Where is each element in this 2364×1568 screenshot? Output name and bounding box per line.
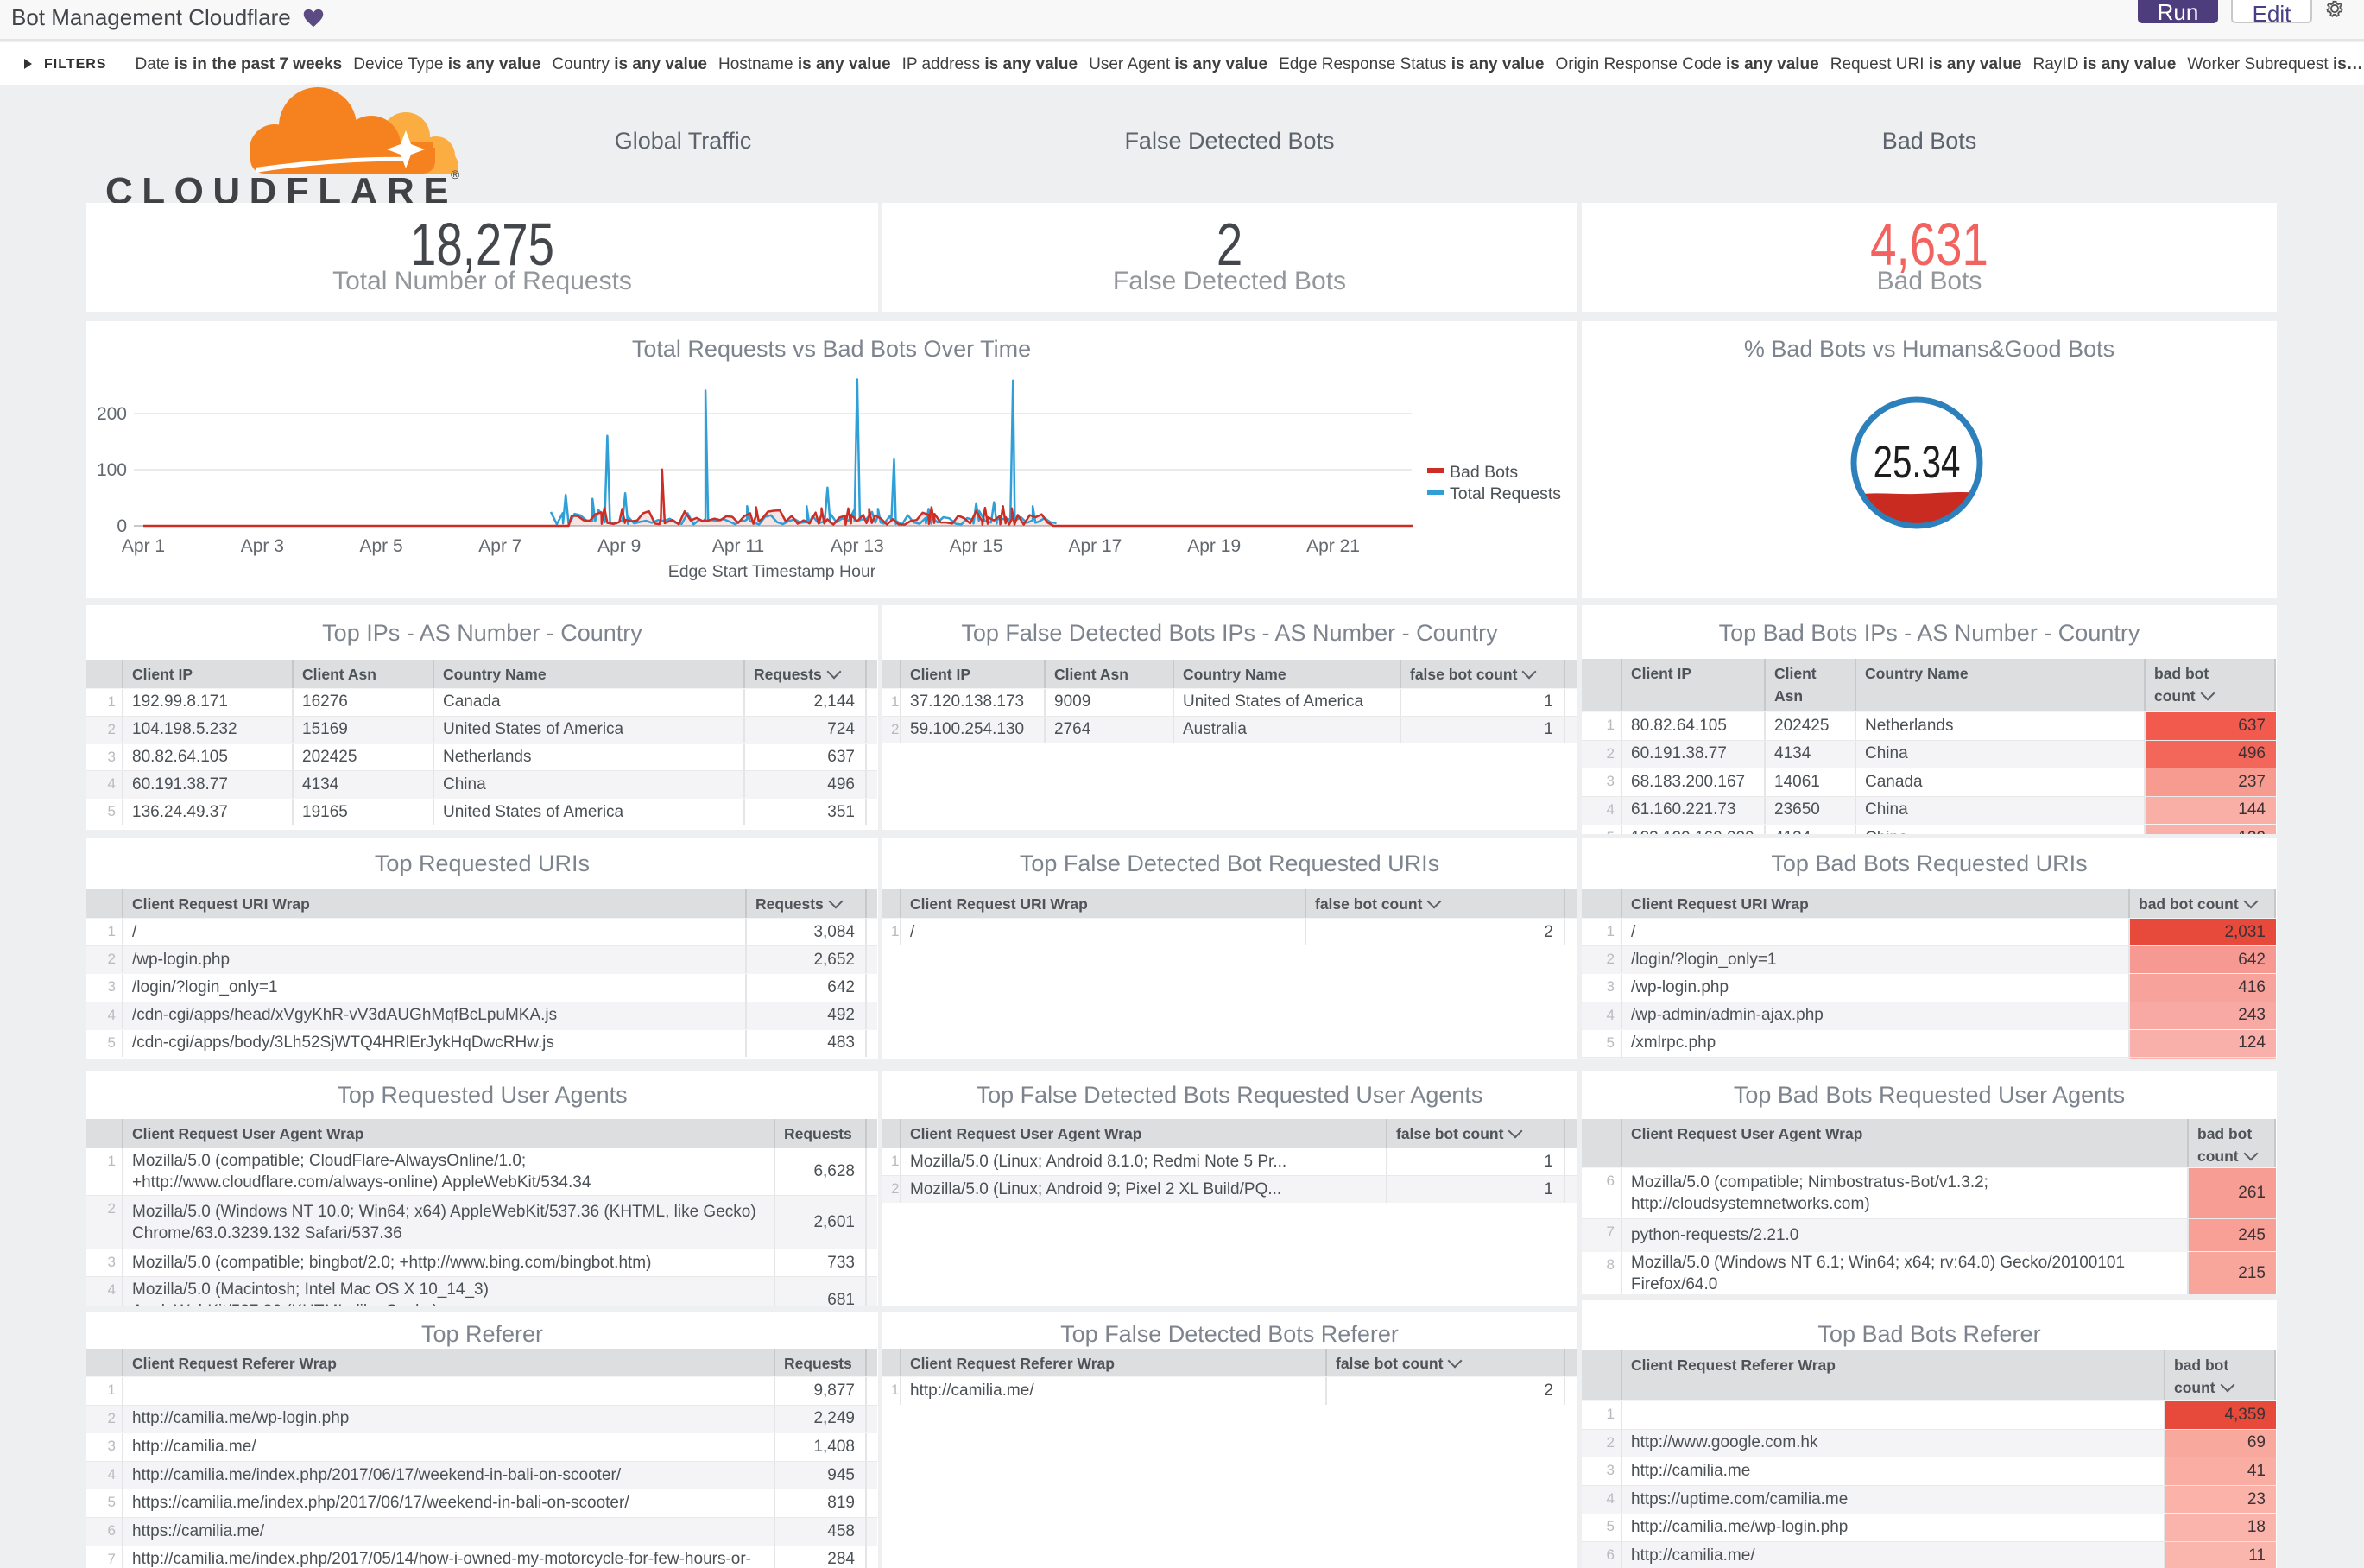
svg-text:Apr 17: Apr 17 — [1068, 536, 1122, 556]
svg-text:Apr 3: Apr 3 — [241, 536, 284, 556]
svg-text:Apr 11: Apr 11 — [712, 536, 764, 556]
svg-text:Apr 21: Apr 21 — [1306, 536, 1360, 556]
svg-text:Total Requests: Total Requests — [1450, 484, 1561, 503]
svg-text:Apr 7: Apr 7 — [478, 536, 521, 556]
svg-text:®: ® — [451, 168, 460, 181]
svg-text:200: 200 — [97, 404, 127, 424]
svg-text:Apr 19: Apr 19 — [1187, 536, 1241, 556]
svg-text:Apr 13: Apr 13 — [831, 536, 884, 556]
svg-text:Bad Bots: Bad Bots — [1450, 463, 1518, 482]
svg-text:Apr 1: Apr 1 — [122, 536, 165, 556]
svg-text:0: 0 — [117, 516, 127, 536]
svg-text:Edge Start Timestamp Hour: Edge Start Timestamp Hour — [668, 562, 876, 581]
svg-text:25.34: 25.34 — [1874, 436, 1961, 488]
svg-text:Apr 5: Apr 5 — [359, 536, 402, 556]
svg-text:100: 100 — [97, 460, 127, 480]
svg-text:Apr 9: Apr 9 — [597, 536, 641, 556]
svg-text:Apr 15: Apr 15 — [950, 536, 1003, 556]
